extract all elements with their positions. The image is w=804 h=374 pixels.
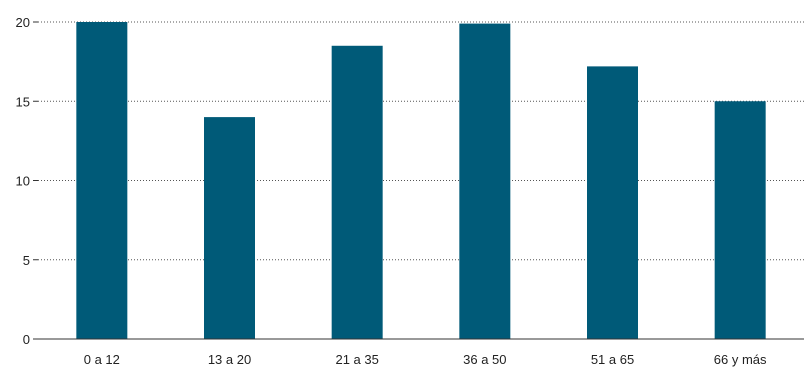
y-tick-label: 0 — [23, 332, 30, 347]
y-tick-label: 20 — [16, 15, 30, 30]
bar-0 — [76, 22, 128, 339]
grid-lines — [38, 21, 804, 261]
bar-4 — [587, 66, 638, 339]
bar-1 — [204, 117, 255, 339]
x-tick-label: 66 y más — [714, 352, 767, 367]
y-tick-label: 15 — [16, 94, 30, 109]
y-tick-label: 5 — [23, 253, 30, 268]
x-tick-label: 13 a 20 — [208, 352, 251, 367]
bar-3 — [459, 23, 511, 340]
x-tick-label: 21 a 35 — [335, 352, 378, 367]
bars — [76, 22, 766, 340]
x-tick-label: 36 a 50 — [463, 352, 506, 367]
y-axis-ticks: 0 5 10 15 20 — [16, 15, 38, 347]
bar-5 — [714, 101, 766, 339]
x-tick-label: 0 a 12 — [84, 352, 120, 367]
bar-2 — [331, 45, 383, 340]
y-tick-label: 10 — [16, 174, 30, 189]
x-tick-label: 51 a 65 — [591, 352, 634, 367]
x-axis-ticks: 0 a 12 13 a 20 21 a 35 36 a 50 51 a 65 66 y m… — [84, 352, 767, 367]
